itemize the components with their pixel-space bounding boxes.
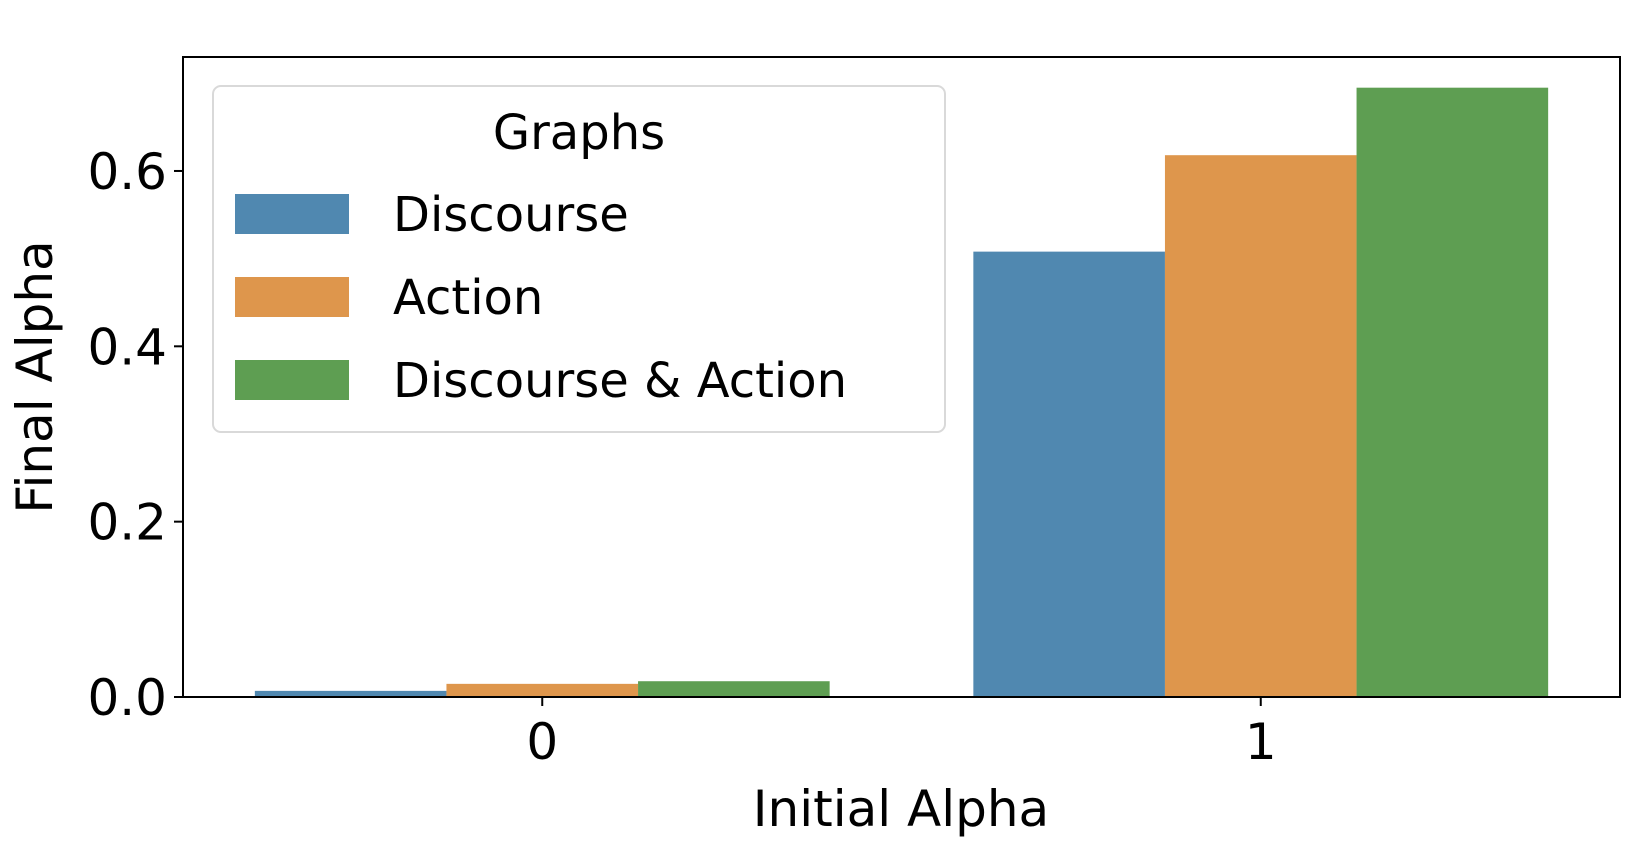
x-tick-label: 1	[1245, 713, 1277, 771]
y-tick-label: 0.4	[87, 318, 167, 376]
legend-swatch	[235, 194, 349, 234]
legend-title: Graphs	[493, 105, 665, 161]
legend: Graphs Discourse Action Discourse & Action	[212, 85, 946, 433]
bars-layer	[254, 87, 1549, 698]
x-axis-label: Initial Alpha	[753, 780, 1049, 838]
bar-action-0	[446, 683, 639, 697]
y-tick-label: 0.6	[87, 143, 167, 201]
legend-swatch	[235, 360, 349, 400]
y-tick-label: 0.0	[87, 669, 167, 727]
legend-swatch	[235, 277, 349, 317]
y-tick-label: 0.2	[87, 494, 167, 552]
bar-discourse-action-1	[1356, 87, 1549, 697]
bar-discourse-0	[254, 690, 447, 697]
bar-action-1	[1164, 155, 1357, 698]
legend-entry-label: Discourse & Action	[393, 353, 847, 409]
y-axis: 0.0 0.2 0.4 0.6	[87, 143, 183, 727]
legend-entry-label: Action	[393, 270, 543, 326]
bar-discourse-1	[973, 251, 1165, 698]
bar-discourse-action-0	[638, 681, 830, 697]
y-axis-label: Final Alpha	[6, 240, 64, 513]
plot-frame	[182, 56, 1621, 698]
legend-items: Discourse Action Discourse & Action	[235, 187, 847, 409]
x-tick-label: 0	[526, 713, 558, 771]
legend-entry-label: Discourse	[393, 187, 629, 243]
legend-box	[212, 85, 946, 433]
